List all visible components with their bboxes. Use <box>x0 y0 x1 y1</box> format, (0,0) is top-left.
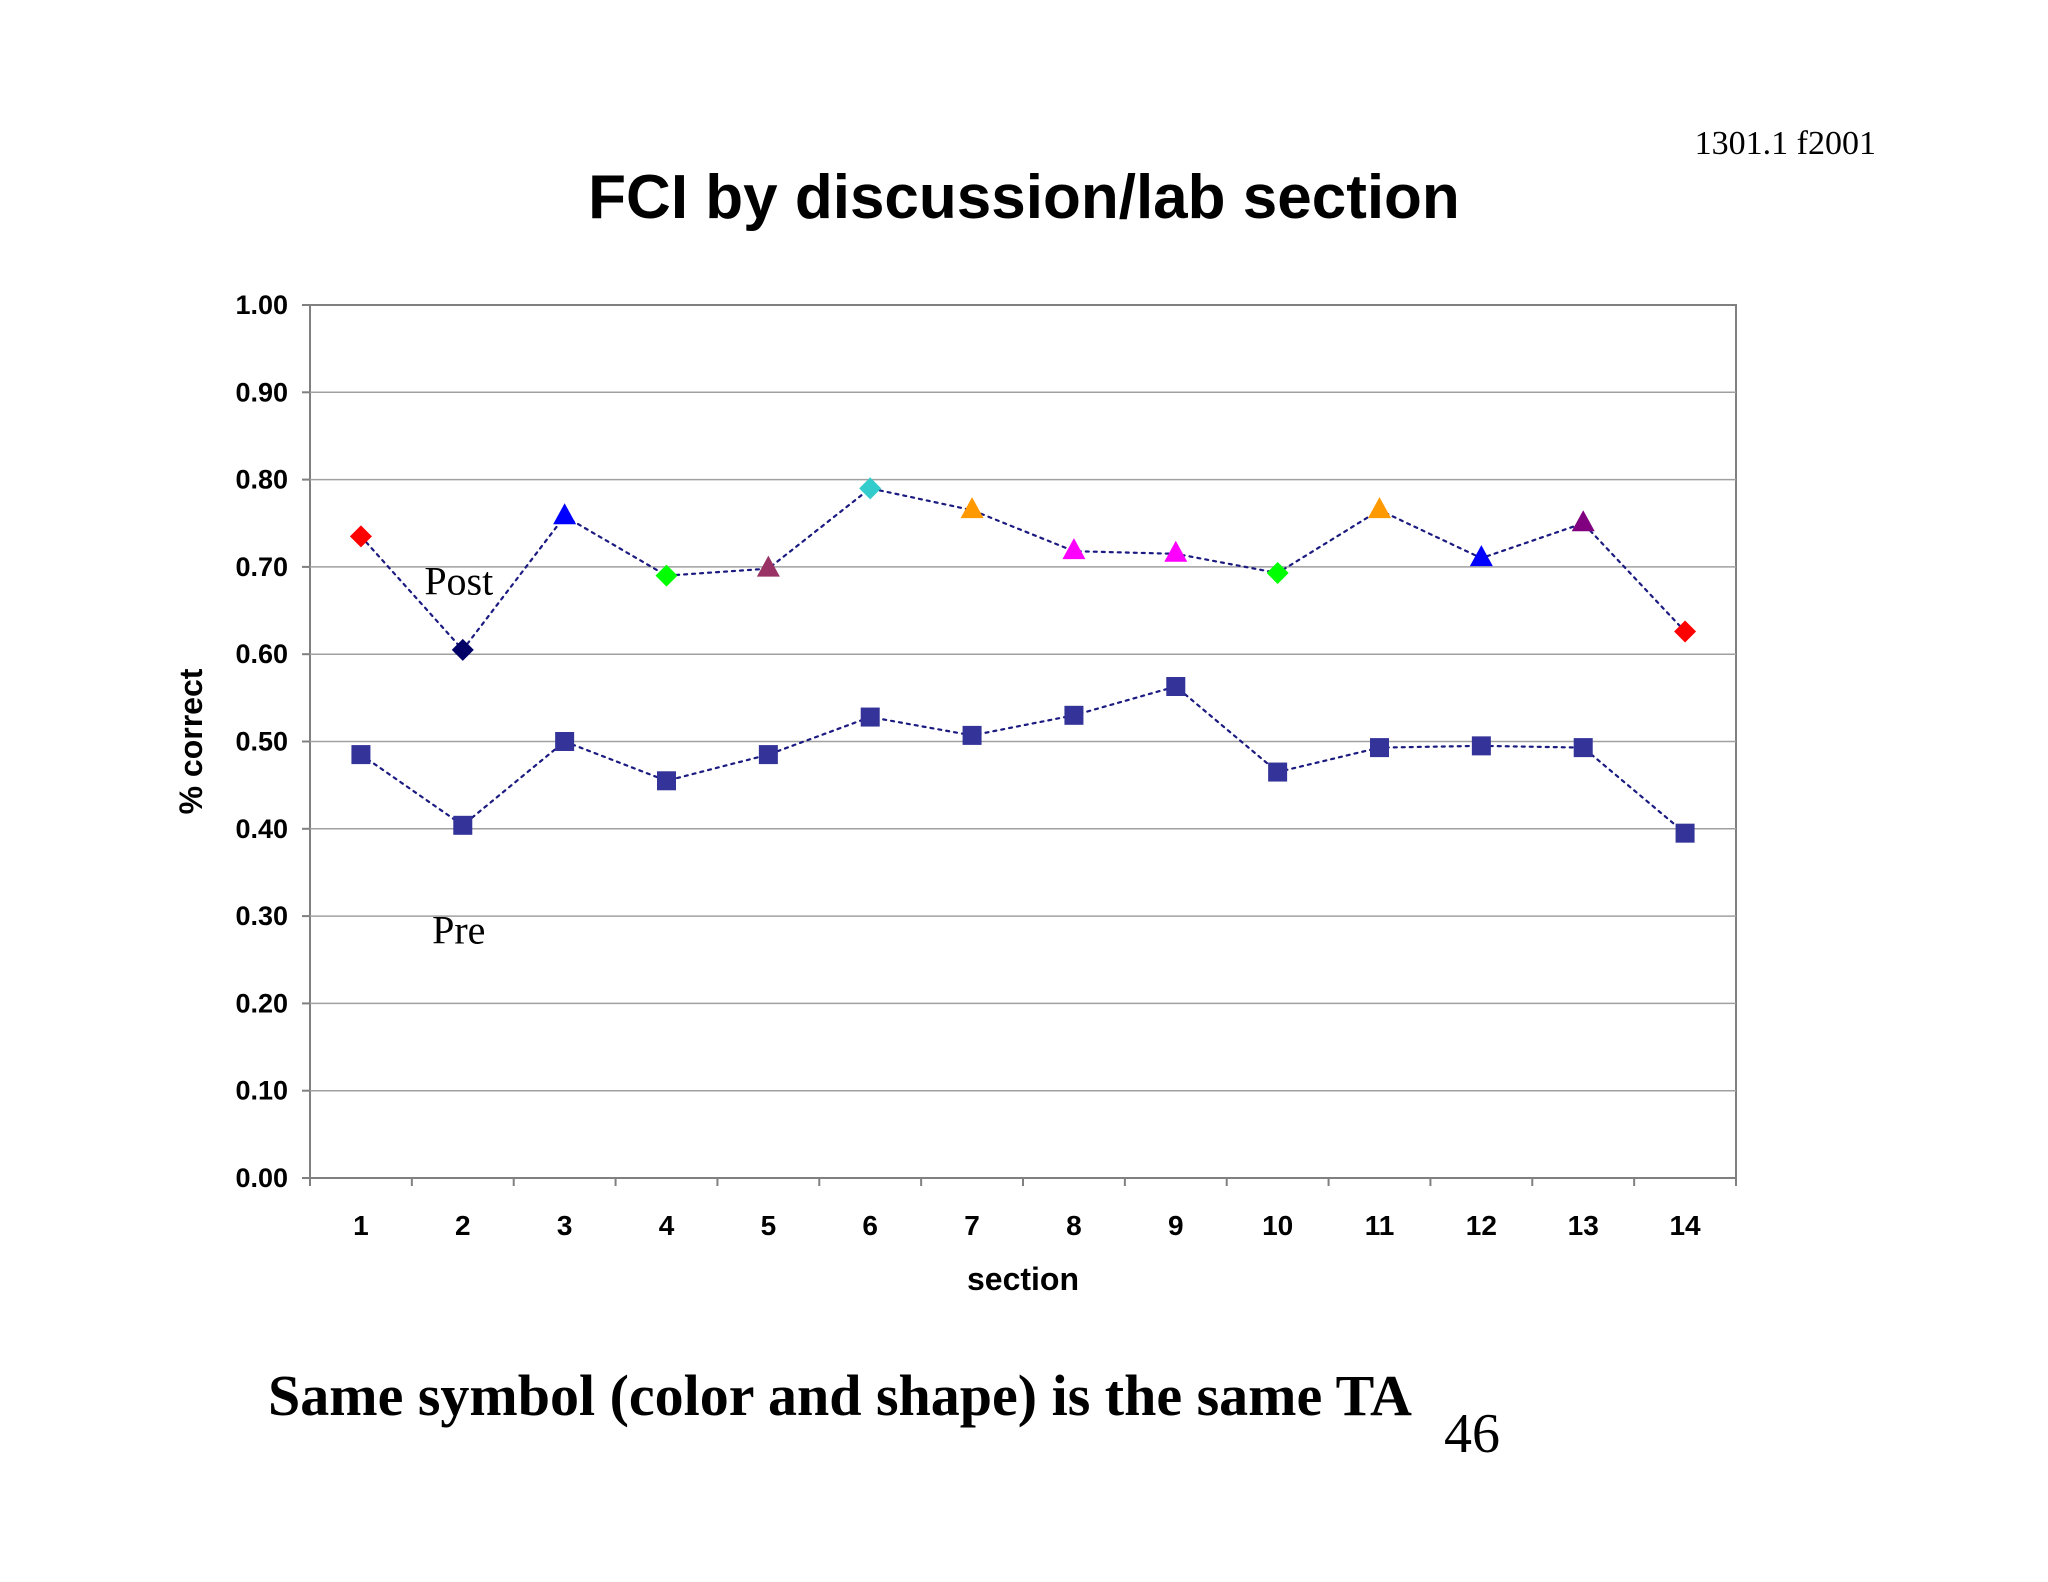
post-point-5 <box>756 555 780 577</box>
y-tick-label: 0.60 <box>235 639 288 669</box>
x-tick-label: 11 <box>1365 1210 1395 1241</box>
x-tick-label: 7 <box>964 1210 980 1241</box>
x-tick-label: 5 <box>761 1210 777 1241</box>
x-tick-label: 4 <box>659 1210 675 1241</box>
post-point-3 <box>553 503 577 525</box>
pre-point-2 <box>453 815 473 835</box>
post-point-13 <box>1571 510 1595 532</box>
x-tick-label: 2 <box>455 1210 471 1241</box>
x-tick-label: 1 <box>353 1210 369 1241</box>
y-tick-label: 0.40 <box>235 814 288 844</box>
y-tick-label: 1.00 <box>235 290 288 320</box>
x-tick-label: 12 <box>1466 1210 1497 1241</box>
post-point-1 <box>349 525 372 548</box>
pre-point-9 <box>1166 677 1186 697</box>
pre-point-6 <box>860 707 880 727</box>
pre-point-4 <box>657 771 676 791</box>
pre-point-11 <box>1370 738 1389 758</box>
y-tick-label: 0.20 <box>235 988 288 1018</box>
pre-point-12 <box>1471 736 1491 756</box>
x-tick-label: 13 <box>1568 1210 1599 1241</box>
x-tick-label: 6 <box>862 1210 878 1241</box>
y-tick-label: 0.70 <box>235 552 288 582</box>
post-point-14 <box>1674 620 1697 643</box>
pre-point-3 <box>555 732 575 751</box>
post-point-9 <box>1164 540 1188 562</box>
x-tick-label: 10 <box>1262 1210 1293 1241</box>
y-tick-label: 0.10 <box>235 1076 288 1106</box>
post-point-2 <box>451 638 474 661</box>
pre-point-14 <box>1675 823 1695 843</box>
pre-point-7 <box>962 725 982 745</box>
x-tick-label: 9 <box>1168 1210 1184 1241</box>
x-tick-label: 3 <box>557 1210 573 1241</box>
y-axis-label: % correct <box>173 668 209 814</box>
y-tick-label: 0.30 <box>235 901 288 931</box>
pre-series-line <box>359 685 1687 835</box>
pre-point-10 <box>1268 762 1288 782</box>
pre-point-1 <box>351 745 371 765</box>
y-tick-label: 0.00 <box>235 1163 288 1193</box>
post-point-11 <box>1368 497 1391 519</box>
pre-point-8 <box>1064 705 1084 725</box>
post-point-10 <box>1266 562 1289 585</box>
pre-point-13 <box>1573 738 1593 758</box>
post-point-8 <box>1062 538 1086 560</box>
post-point-4 <box>655 564 678 587</box>
post-series-line <box>359 487 1687 652</box>
caption: Same symbol (color and shape) is the sam… <box>268 1363 1412 1428</box>
course-code: 1301.1 f2001 <box>1694 125 1876 162</box>
x-axis-label: section <box>967 1261 1079 1297</box>
annotation-post: Post <box>424 558 493 603</box>
post-point-6 <box>859 477 882 500</box>
y-tick-label: 0.50 <box>235 727 288 757</box>
pre-point-5 <box>758 745 778 765</box>
x-tick-label: 14 <box>1669 1210 1701 1241</box>
annotation-pre: Pre <box>432 908 485 953</box>
post-point-7 <box>960 497 984 519</box>
chart-title: FCI by discussion/lab section <box>588 163 1460 232</box>
x-tick-label: 8 <box>1066 1210 1082 1241</box>
post-point-12 <box>1469 545 1493 567</box>
y-tick-label: 0.80 <box>235 465 288 495</box>
page-number: 46 <box>1444 1403 1500 1465</box>
y-tick-label: 0.90 <box>235 377 288 407</box>
